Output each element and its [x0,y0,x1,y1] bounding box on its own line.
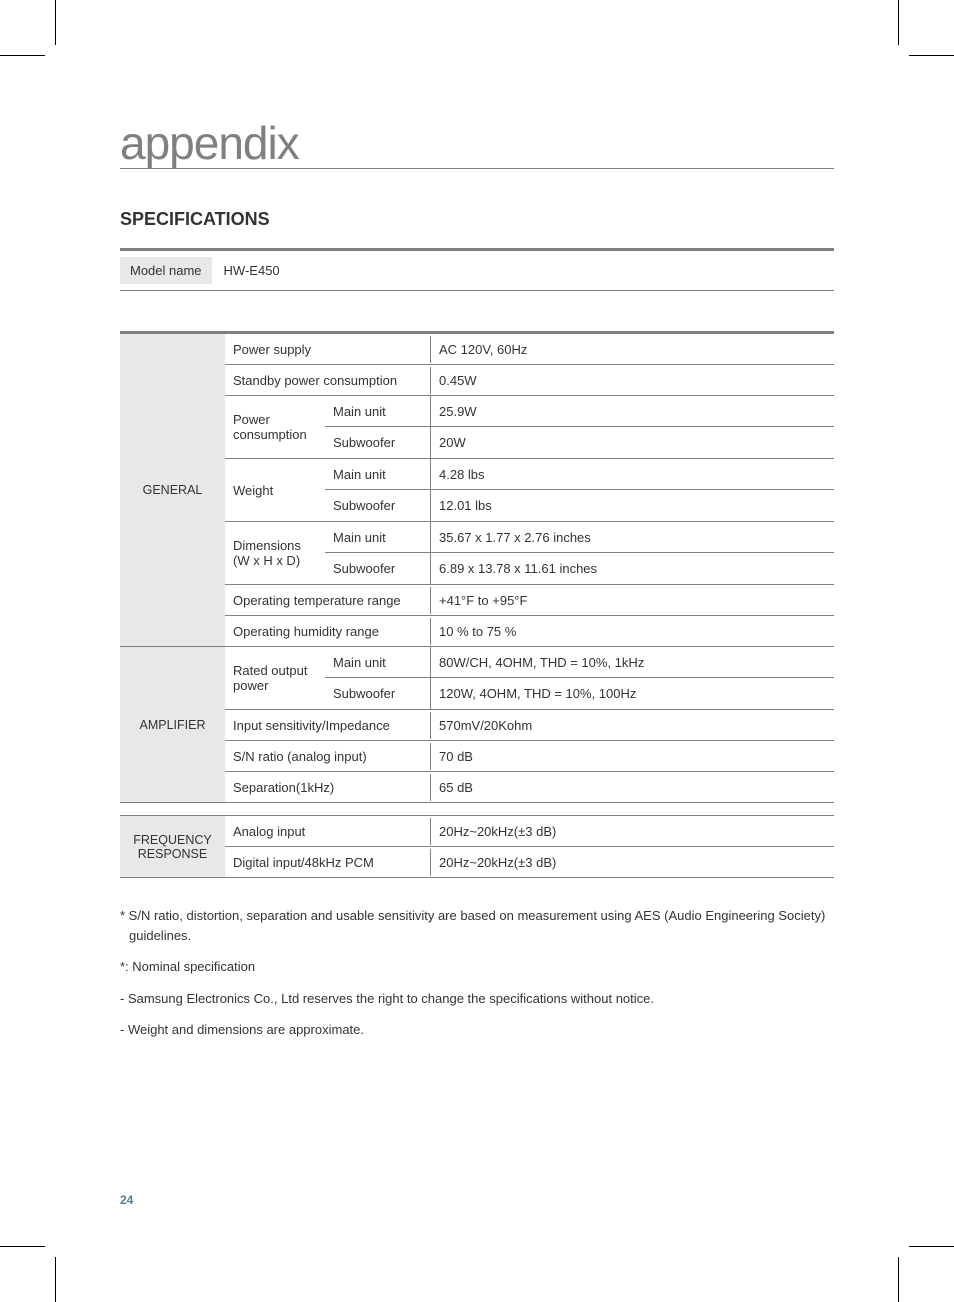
param-value: +41°F to +95°F [430,587,834,614]
footnote: * S/N ratio, distortion, separation and … [120,906,834,945]
sub-label: Main unit [325,522,430,552]
param-value: 120W, 4OHM, THD = 10%, 100Hz [430,678,834,709]
table-row: Operating temperature range +41°F to +95… [225,585,834,616]
table-row: Dimensions (W x H x D) Main unit 35.67 x… [225,522,834,585]
param-label: Rated output power [225,647,325,709]
param-value: 6.89 x 13.78 x 11.61 inches [430,553,834,584]
param-label: Power consumption [225,396,325,458]
footnote: - Weight and dimensions are approximate. [120,1020,834,1040]
dimensions-label: Dimensions [233,538,301,553]
table-row: Separation(1kHz) 65 dB [225,772,834,803]
sub-label: Subwoofer [325,427,430,458]
param-label: Operating temperature range [225,587,430,614]
page-content: appendix SPECIFICATIONS Model name HW-E4… [0,0,954,1112]
footnote: - Samsung Electronics Co., Ltd reserves … [120,989,834,1009]
param-label: Input sensitivity/Impedance [225,712,430,739]
table-row: Standby power consumption 0.45W [225,365,834,396]
sub-label: Main unit [325,647,430,677]
param-value: 35.67 x 1.77 x 2.76 inches [430,522,834,552]
param-label: Analog input [225,818,430,845]
category-amplifier: AMPLIFIER [120,647,225,803]
param-value: 4.28 lbs [430,459,834,489]
frequency-table: FREQUENCY RESPONSE Analog input 20Hz~20k… [120,815,834,878]
param-value: 12.01 lbs [430,490,834,521]
param-value: 10 % to 75 % [430,618,834,645]
sub-label: Subwoofer [325,553,430,584]
param-label: Power supply [225,336,430,363]
param-label: Dimensions (W x H x D) [225,522,325,584]
general-section: GENERAL Power supply AC 120V, 60Hz Stand… [120,334,834,647]
param-value: 20W [430,427,834,458]
param-value: 20Hz~20kHz(±3 dB) [430,818,834,845]
dimensions-sub-label: (W x H x D) [233,553,300,568]
param-label: Digital input/48kHz PCM [225,849,430,876]
table-row: S/N ratio (analog input) 70 dB [225,741,834,772]
spec-table: GENERAL Power supply AC 120V, 60Hz Stand… [120,331,834,803]
param-value: 80W/CH, 4OHM, THD = 10%, 1kHz [430,647,834,677]
param-value: AC 120V, 60Hz [430,336,834,363]
table-row: Rated output power Main unit 80W/CH, 4OH… [225,647,834,710]
section-heading: SPECIFICATIONS [120,209,834,230]
param-label: Operating humidity range [225,618,430,645]
category-general: GENERAL [120,334,225,647]
model-name-bar: Model name HW-E450 [120,248,834,291]
sub-label: Subwoofer [325,678,430,709]
table-row: Power supply AC 120V, 60Hz [225,334,834,365]
param-value: 20Hz~20kHz(±3 dB) [430,849,834,876]
param-label: Weight [225,459,325,521]
table-row: Analog input 20Hz~20kHz(±3 dB) [225,816,834,847]
table-row: Digital input/48kHz PCM 20Hz~20kHz(±3 dB… [225,847,834,878]
table-row: Operating humidity range 10 % to 75 % [225,616,834,647]
param-label: S/N ratio (analog input) [225,743,430,770]
sub-label: Main unit [325,396,430,426]
param-value: 25.9W [430,396,834,426]
page-number: 24 [120,1193,133,1207]
sub-label: Subwoofer [325,490,430,521]
param-label: Standby power consumption [225,367,430,394]
footnotes: * S/N ratio, distortion, separation and … [120,906,834,1040]
amplifier-section: AMPLIFIER Rated output power Main unit 8… [120,647,834,803]
param-value: 0.45W [430,367,834,394]
appendix-title: appendix [120,120,834,169]
table-row: Input sensitivity/Impedance 570mV/20Kohm [225,710,834,741]
param-value: 570mV/20Kohm [430,712,834,739]
table-row: Power consumption Main unit 25.9W Subwoo… [225,396,834,459]
model-value: HW-E450 [224,263,280,278]
table-row: Weight Main unit 4.28 lbs Subwoofer 12.0… [225,459,834,522]
category-frequency: FREQUENCY RESPONSE [120,816,225,878]
model-label: Model name [120,257,212,284]
param-value: 65 dB [430,774,834,801]
param-label: Separation(1kHz) [225,774,430,801]
frequency-section: FREQUENCY RESPONSE Analog input 20Hz~20k… [120,816,834,878]
param-value: 70 dB [430,743,834,770]
sub-label: Main unit [325,459,430,489]
footnote: *: Nominal specification [120,957,834,977]
